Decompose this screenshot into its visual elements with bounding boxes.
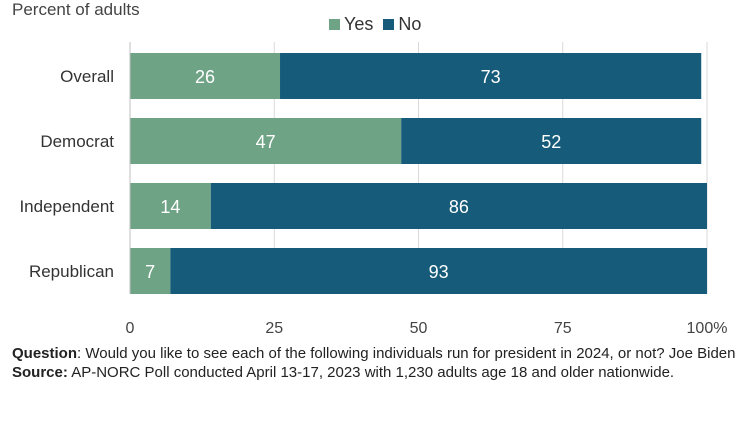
legend-label-yes: Yes — [344, 14, 374, 34]
bar-yes — [130, 118, 402, 164]
data-label: 47 — [256, 132, 276, 152]
data-label: 73 — [481, 67, 501, 87]
chart-footer: Question: Would you like to see each of … — [12, 344, 742, 382]
data-label: 86 — [449, 197, 469, 217]
data-label: 93 — [429, 262, 449, 282]
bar-no — [170, 248, 707, 294]
legend-swatch-yes — [329, 19, 340, 30]
source-note: Source: AP-NORC Poll conducted April 13-… — [12, 363, 742, 382]
legend-item-no: No — [383, 14, 421, 35]
bar-no — [210, 183, 707, 229]
category-label: Republican — [29, 262, 114, 281]
x-tick-label: 0 — [126, 320, 135, 337]
x-tick-label: 75 — [554, 320, 572, 337]
bar-yes — [130, 183, 211, 229]
bar-no — [401, 118, 702, 164]
question-note: Question: Would you like to see each of … — [12, 344, 742, 363]
source-text: AP-NORC Poll conducted April 13-17, 2023… — [67, 364, 675, 381]
data-label: 7 — [145, 262, 155, 282]
legend-label-no: No — [398, 14, 422, 34]
data-label: 26 — [195, 67, 215, 87]
legend-swatch-no — [383, 19, 395, 30]
x-tick-label: 50 — [410, 320, 428, 337]
stacked-bar-chart: 0 25 50 75 100% Overall 26 73 Democrat 47 52 Indepe… — [19, 42, 728, 337]
legend-item-yes: Yes — [329, 14, 373, 35]
category-label: Democrat — [40, 132, 114, 151]
source-label: Source: — [12, 364, 68, 381]
question-text: : Would you like to see each of the foll… — [77, 345, 736, 362]
bar-yes — [130, 248, 171, 294]
bar-yes — [130, 53, 281, 99]
data-label: 52 — [541, 132, 561, 152]
chart-subtitle: Percent of adults — [12, 0, 140, 19]
question-label: Question — [12, 345, 78, 362]
category-label: Overall — [60, 67, 114, 86]
category-label: Independent — [19, 197, 114, 216]
bar-no — [280, 53, 702, 99]
x-tick-label: 25 — [265, 320, 283, 337]
x-tick-label: 100% — [687, 320, 728, 337]
data-label: 14 — [160, 197, 180, 217]
legend: Yes No — [329, 14, 421, 35]
